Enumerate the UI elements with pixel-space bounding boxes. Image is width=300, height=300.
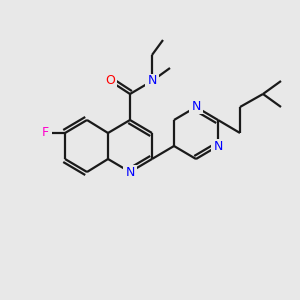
- Text: O: O: [105, 74, 115, 88]
- Text: F: F: [41, 127, 49, 140]
- FancyBboxPatch shape: [103, 74, 117, 88]
- Text: N: N: [213, 140, 223, 152]
- Text: N: N: [125, 166, 135, 178]
- FancyBboxPatch shape: [38, 126, 52, 140]
- Text: N: N: [191, 100, 201, 113]
- FancyBboxPatch shape: [189, 100, 203, 114]
- FancyBboxPatch shape: [211, 139, 225, 153]
- Text: N: N: [147, 74, 157, 88]
- FancyBboxPatch shape: [123, 165, 137, 179]
- FancyBboxPatch shape: [145, 74, 159, 88]
